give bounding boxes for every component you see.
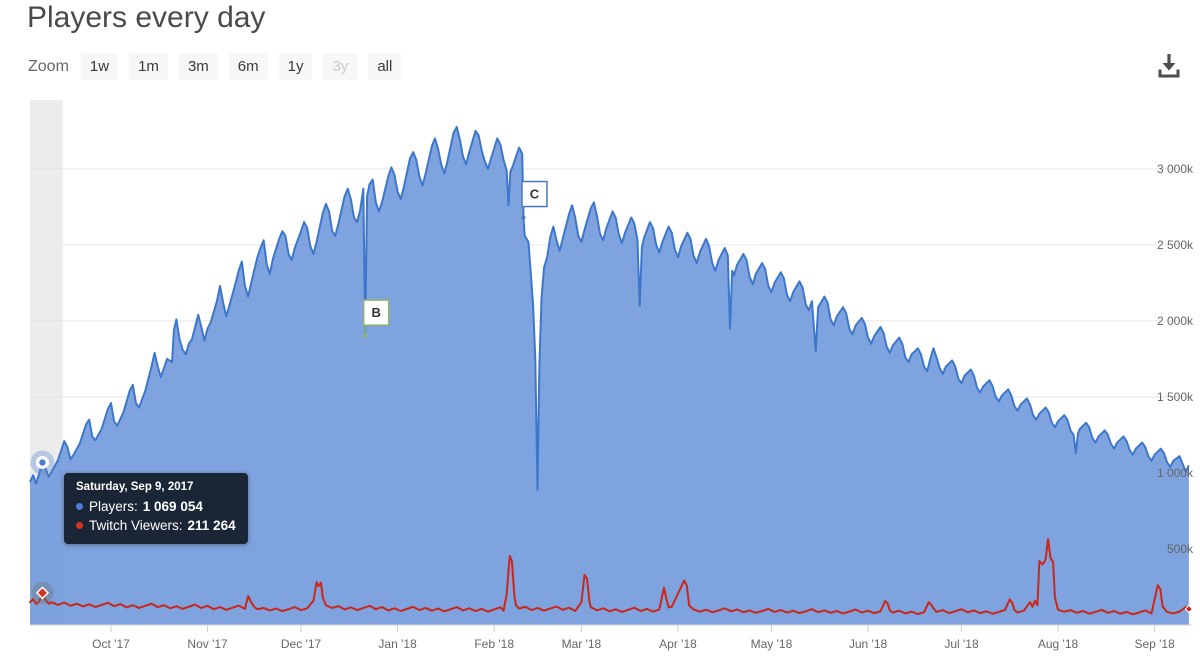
svg-text:2 000k: 2 000k: [1157, 314, 1194, 328]
svg-text:500k: 500k: [1167, 542, 1194, 556]
svg-text:Oct '17: Oct '17: [92, 637, 130, 651]
zoom-range-button-1w[interactable]: 1w: [80, 53, 119, 80]
svg-text:Aug '18: Aug '18: [1038, 637, 1079, 651]
tooltip-twitch-label: Twitch Viewers:: [89, 518, 183, 533]
players-series-dot: [76, 503, 83, 510]
tooltip-date: Saturday, Sep 9, 2017: [76, 481, 194, 493]
svg-text:Mar '18: Mar '18: [562, 637, 602, 651]
svg-text:Sep '18: Sep '18: [1134, 637, 1175, 651]
svg-text:1 000k: 1 000k: [1157, 466, 1194, 480]
zoom-range-button-1y[interactable]: 1y: [278, 53, 313, 80]
svg-text:Feb '18: Feb '18: [474, 637, 514, 651]
tooltip-row-players: Players: 1 069 054: [76, 497, 236, 516]
svg-text:3 000k: 3 000k: [1157, 162, 1194, 176]
zoom-range-toolbar: Zoom 1w 1m 3m 6m 1y 3y all: [28, 53, 402, 80]
zoom-range-button-3y: 3y: [323, 53, 358, 80]
svg-text:Nov '17: Nov '17: [187, 637, 228, 651]
zoom-range-button-all[interactable]: all: [368, 53, 402, 80]
twitch-series-dot: [76, 522, 83, 529]
zoom-range-button-1m[interactable]: 1m: [129, 53, 168, 80]
svg-text:2 500k: 2 500k: [1157, 238, 1194, 252]
tooltip-players-label: Players:: [89, 499, 138, 514]
chart-tooltip: Saturday, Sep 9, 2017 Players: 1 069 054…: [64, 473, 248, 544]
svg-text:Jul '18: Jul '18: [944, 637, 979, 651]
svg-text:May '18: May '18: [751, 637, 793, 651]
page-title: Players every day: [27, 1, 266, 34]
svg-text:Jun '18: Jun '18: [849, 637, 888, 651]
svg-text:B: B: [372, 305, 381, 320]
download-icon: [1158, 54, 1180, 78]
svg-text:Dec '17: Dec '17: [281, 637, 322, 651]
svg-text:C: C: [530, 187, 540, 202]
zoom-label: Zoom: [28, 57, 69, 75]
zoom-range-button-3m[interactable]: 3m: [178, 53, 218, 80]
tooltip-players-value: 1 069 054: [142, 499, 203, 514]
svg-text:Jan '18: Jan '18: [378, 637, 417, 651]
tooltip-twitch-value: 211 264: [187, 518, 236, 533]
svg-text:1 500k: 1 500k: [1157, 390, 1194, 404]
tooltip-row-twitch: Twitch Viewers: 211 264: [76, 516, 236, 535]
download-button[interactable]: [1153, 50, 1185, 82]
svg-text:Apr '18: Apr '18: [659, 637, 697, 651]
zoom-range-button-6m[interactable]: 6m: [228, 53, 268, 80]
